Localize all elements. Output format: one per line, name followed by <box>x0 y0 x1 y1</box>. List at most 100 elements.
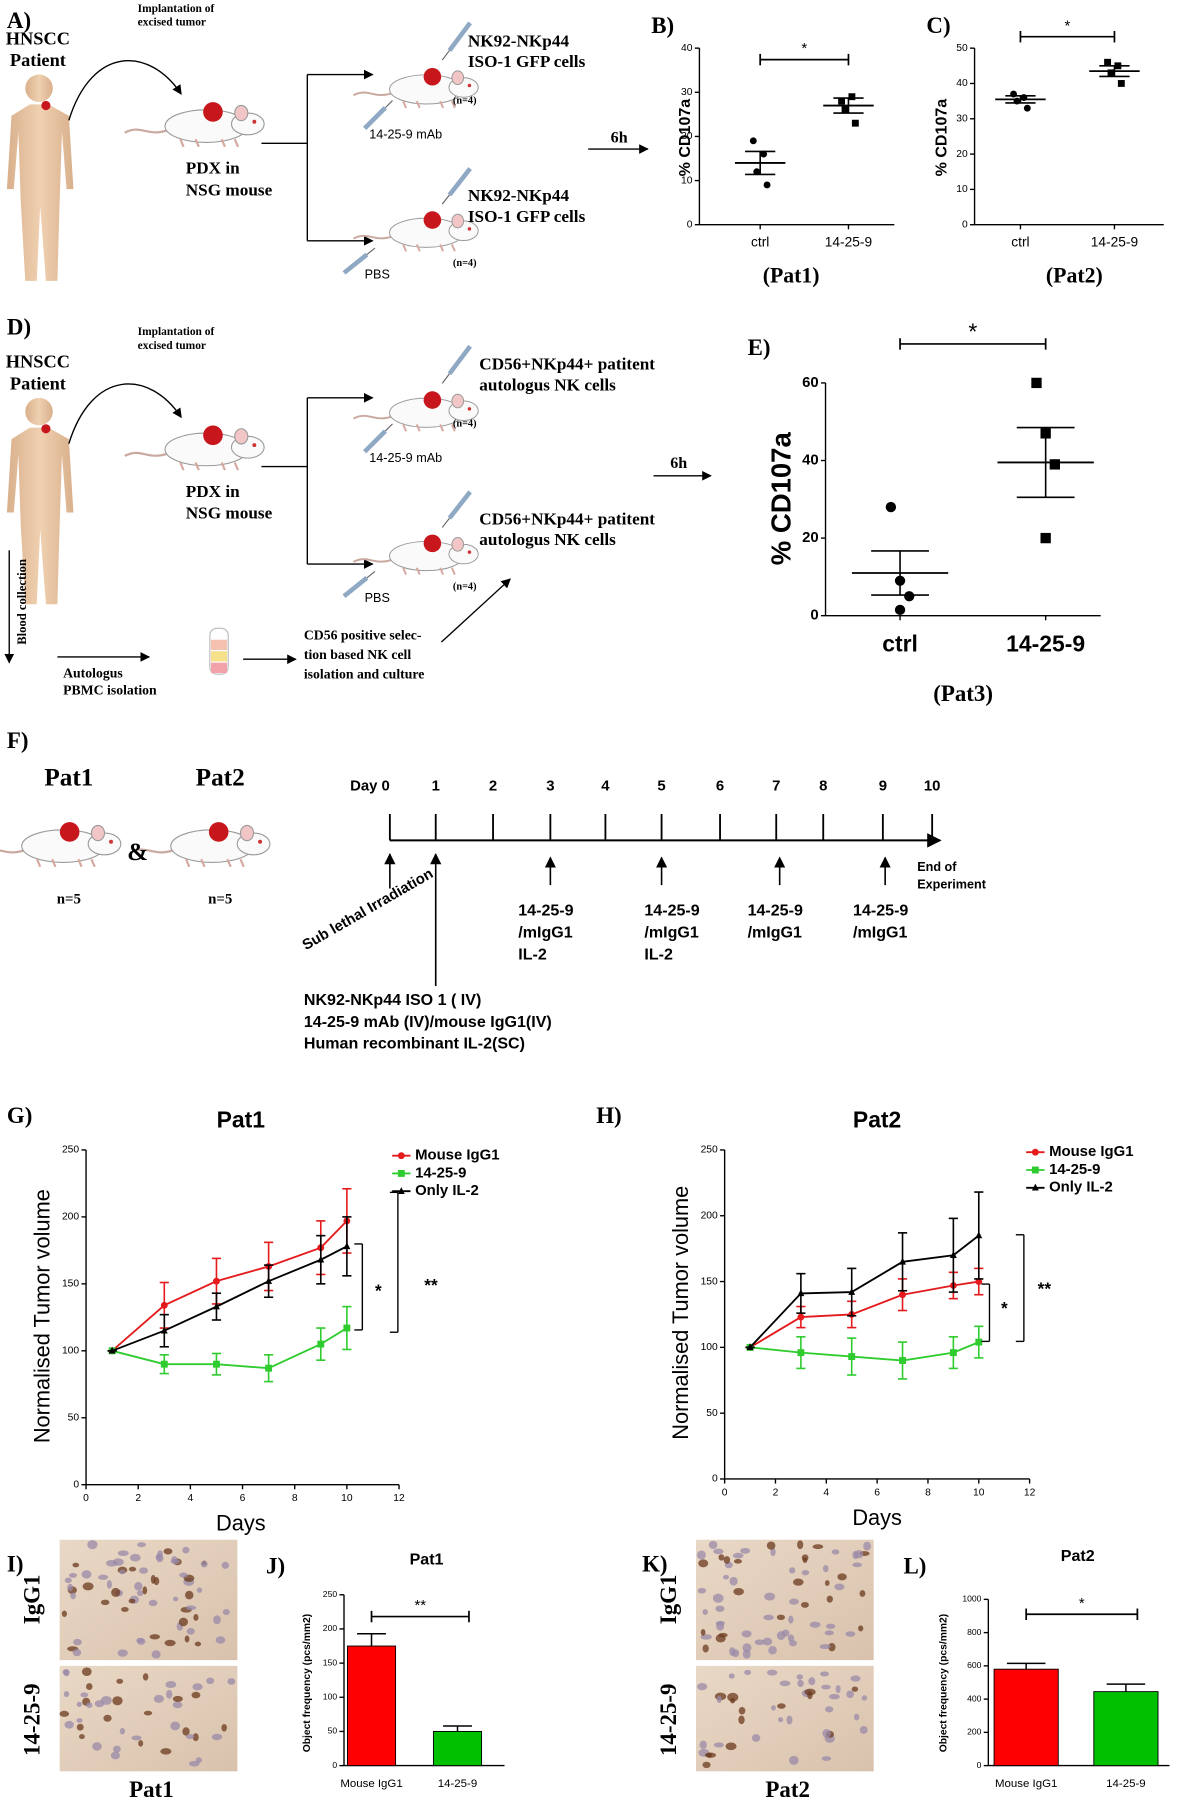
legend-marker <box>397 1170 405 1177</box>
data-point <box>1023 104 1031 112</box>
data-point <box>899 1291 906 1299</box>
mouse-leg <box>402 567 407 575</box>
y-tick-label: 20 <box>802 530 819 546</box>
nucleus <box>138 1740 144 1747</box>
nucleus <box>788 1615 794 1624</box>
label: /mIgG1 <box>748 923 802 941</box>
label: Pat2 <box>196 764 245 791</box>
syringe-barrel <box>363 429 387 454</box>
error-bar <box>1005 95 1036 104</box>
legend-marker <box>1031 1166 1039 1174</box>
y-axis-label: Normalised Tumor volume <box>29 1189 54 1443</box>
tumor <box>423 534 442 553</box>
label: NK92-NKp44 <box>468 31 570 50</box>
data-point <box>975 1231 983 1239</box>
data-point <box>160 1360 168 1368</box>
nucleus <box>64 1577 72 1584</box>
head <box>25 74 53 103</box>
data-point <box>975 1338 983 1346</box>
mouse-tail <box>124 451 168 457</box>
y-tick-label: 0 <box>962 219 968 230</box>
nucleus <box>779 1680 791 1687</box>
label: IL-2 <box>644 945 673 963</box>
data-point <box>763 181 771 189</box>
mouse-leg <box>200 858 206 868</box>
label: IgG1 <box>20 1575 45 1625</box>
syringe-illustration <box>363 100 393 131</box>
label: (n=4) <box>453 419 477 430</box>
label: PDX in <box>186 482 240 501</box>
tumor-site <box>41 424 51 434</box>
mouse-illustration <box>129 822 271 868</box>
tumor <box>423 211 442 229</box>
label: 2 <box>489 778 497 794</box>
nucleus <box>776 1631 786 1640</box>
nucleus <box>853 1713 860 1721</box>
data-point <box>899 1257 906 1265</box>
nucleus <box>716 1695 722 1704</box>
nucleus <box>699 1740 707 1749</box>
x-tick-label: Mouse IgG1 <box>995 1778 1057 1790</box>
x-axis-label: (Pat1) <box>763 263 820 287</box>
mouse-leg <box>179 138 185 148</box>
y-axis-label: Object frequency (pcs/mm2) <box>938 1614 949 1752</box>
data-point <box>746 1343 754 1351</box>
nucleus <box>192 1733 199 1742</box>
panel-label: A) <box>7 8 31 33</box>
label: End of <box>917 860 957 874</box>
error-bar <box>443 1725 472 1732</box>
mouse-leg <box>415 424 421 432</box>
y-tick-label: 200 <box>323 1623 338 1633</box>
label: 8 <box>819 778 827 794</box>
nucleus <box>776 1614 785 1621</box>
legend-marker <box>1031 1183 1039 1191</box>
tissue-image <box>59 1539 238 1661</box>
label: HNSCC <box>6 28 70 48</box>
y-tick-label: 20 <box>956 149 968 160</box>
panel-label: J) <box>266 1554 285 1579</box>
y-tick-label: 60 <box>802 375 819 391</box>
nucleus <box>704 1752 717 1758</box>
x-tick-label: 10 <box>973 1487 985 1498</box>
nucleus <box>142 1673 149 1681</box>
tumor <box>423 391 442 409</box>
label: 14-25-9 mAb <box>369 128 442 142</box>
nucleus <box>170 1721 181 1731</box>
nucleus <box>222 1609 230 1616</box>
nucleus <box>206 1677 215 1685</box>
nucleus <box>702 1609 709 1615</box>
nucleus <box>76 1723 84 1731</box>
nucleus <box>797 1540 804 1550</box>
nucleus <box>742 1643 752 1653</box>
x-tick-label: 14-25-9 <box>1106 1778 1145 1790</box>
y-tick-label: 10 <box>956 184 968 195</box>
x-tick-label: 14-25-9 <box>825 235 872 250</box>
nucleus <box>59 1710 70 1717</box>
data-point <box>749 137 757 145</box>
mouse-eye <box>109 839 113 844</box>
significance-label: * <box>375 1281 382 1301</box>
label: 14-25-9 <box>656 1683 681 1756</box>
mouse-eye <box>252 443 257 448</box>
nucleus <box>828 1642 836 1652</box>
label: 14-25-9 <box>748 902 803 920</box>
nucleus <box>728 1673 735 1679</box>
label: autologus NK cells <box>479 530 616 549</box>
nucleus <box>139 1567 148 1574</box>
nucleus <box>67 1583 74 1592</box>
mouse-leg <box>402 100 407 109</box>
nucleus <box>213 1615 221 1625</box>
nucleus <box>809 1621 821 1628</box>
x-tick-label: 2 <box>135 1493 141 1504</box>
mouse-ear <box>451 70 465 86</box>
syringe-illustration <box>441 167 472 205</box>
nucleus <box>861 1695 868 1701</box>
nucleus <box>117 1649 128 1657</box>
mouse-illustration <box>353 67 479 109</box>
nucleus <box>103 1714 112 1722</box>
nucleus <box>119 1569 126 1575</box>
nucleus <box>227 1678 236 1685</box>
nucleus <box>821 1756 832 1761</box>
mouse-illustration <box>353 211 479 252</box>
